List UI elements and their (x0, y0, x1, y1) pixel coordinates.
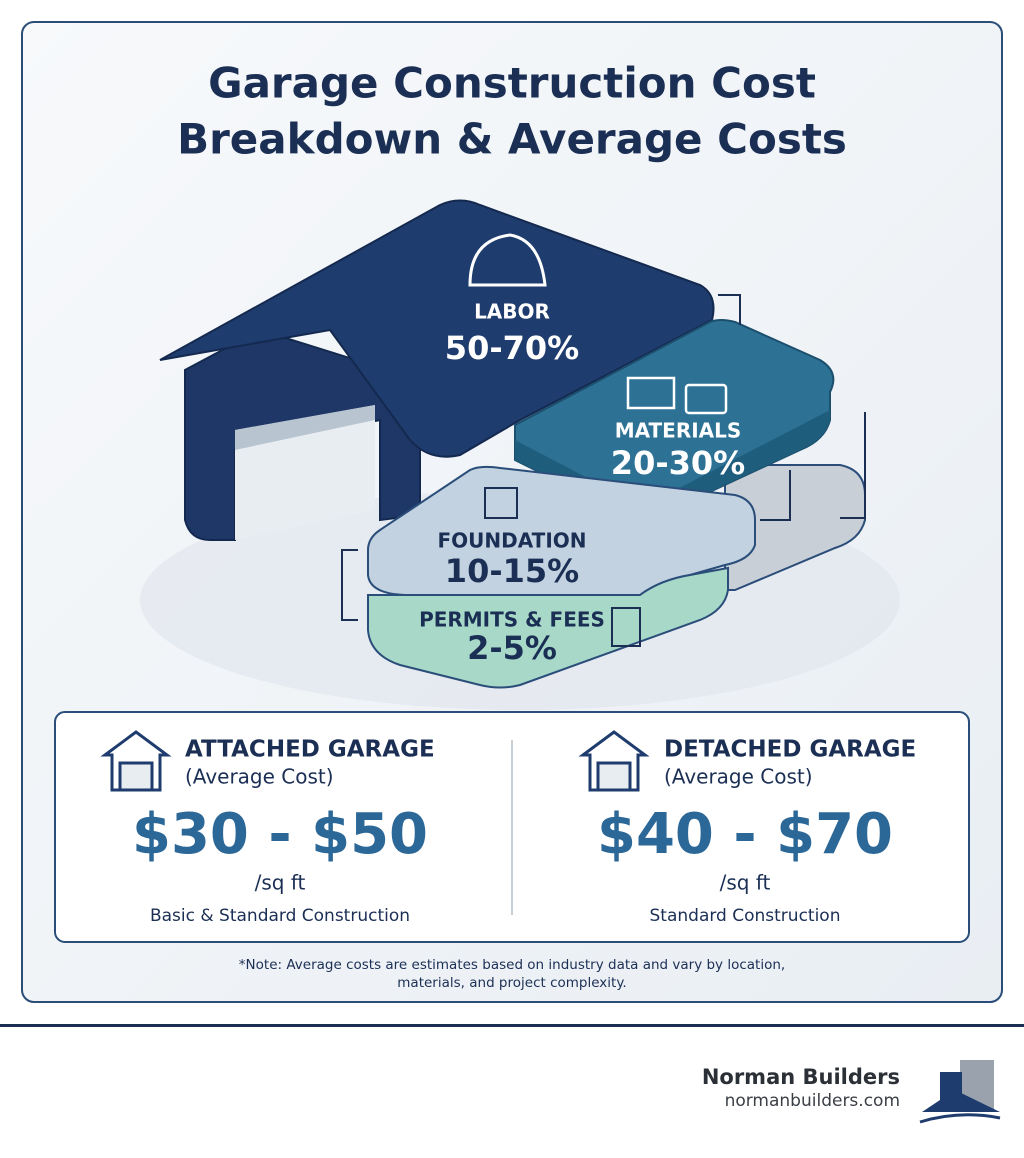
layer-label: FOUNDATION (438, 529, 587, 553)
note: materials, and project complexity. (397, 975, 626, 991)
card-unit: /sq ft (720, 871, 771, 895)
card-subtitle: (Average Cost) (185, 765, 334, 789)
layer-share: 10-15% (445, 552, 579, 590)
card-description: Basic & Standard Construction (150, 906, 410, 926)
logo (919, 1060, 1001, 1124)
layer-share: 2-5% (467, 629, 557, 667)
card-unit: /sq ft (255, 871, 306, 895)
card-title: ATTACHED GARAGE (185, 737, 435, 763)
card-subtitle: (Average Cost) (664, 765, 813, 789)
title-line: Breakdown & Average Costs (177, 115, 847, 164)
title-line: Garage Construction Cost (208, 59, 816, 108)
layer-share: 50-70% (445, 329, 579, 367)
garage-illustration (140, 199, 900, 710)
layer-label: PERMITS & FEES (419, 608, 605, 632)
company-name: Norman Builders (702, 1065, 900, 1089)
layer-label: MATERIALS (615, 419, 742, 443)
card-title: DETACHED GARAGE (664, 737, 916, 763)
card-description: Standard Construction (650, 906, 841, 926)
card-price: $40 - $70 (597, 802, 893, 867)
layer-share: 20-30% (611, 444, 745, 482)
footer-rule (0, 1024, 1024, 1027)
website: normanbuilders.com (725, 1091, 900, 1111)
garage-icon (100, 730, 650, 792)
note: *Note: Average costs are estimates based… (239, 957, 785, 973)
card-price: $30 - $50 (132, 802, 428, 867)
layer-label: LABOR (474, 300, 550, 324)
